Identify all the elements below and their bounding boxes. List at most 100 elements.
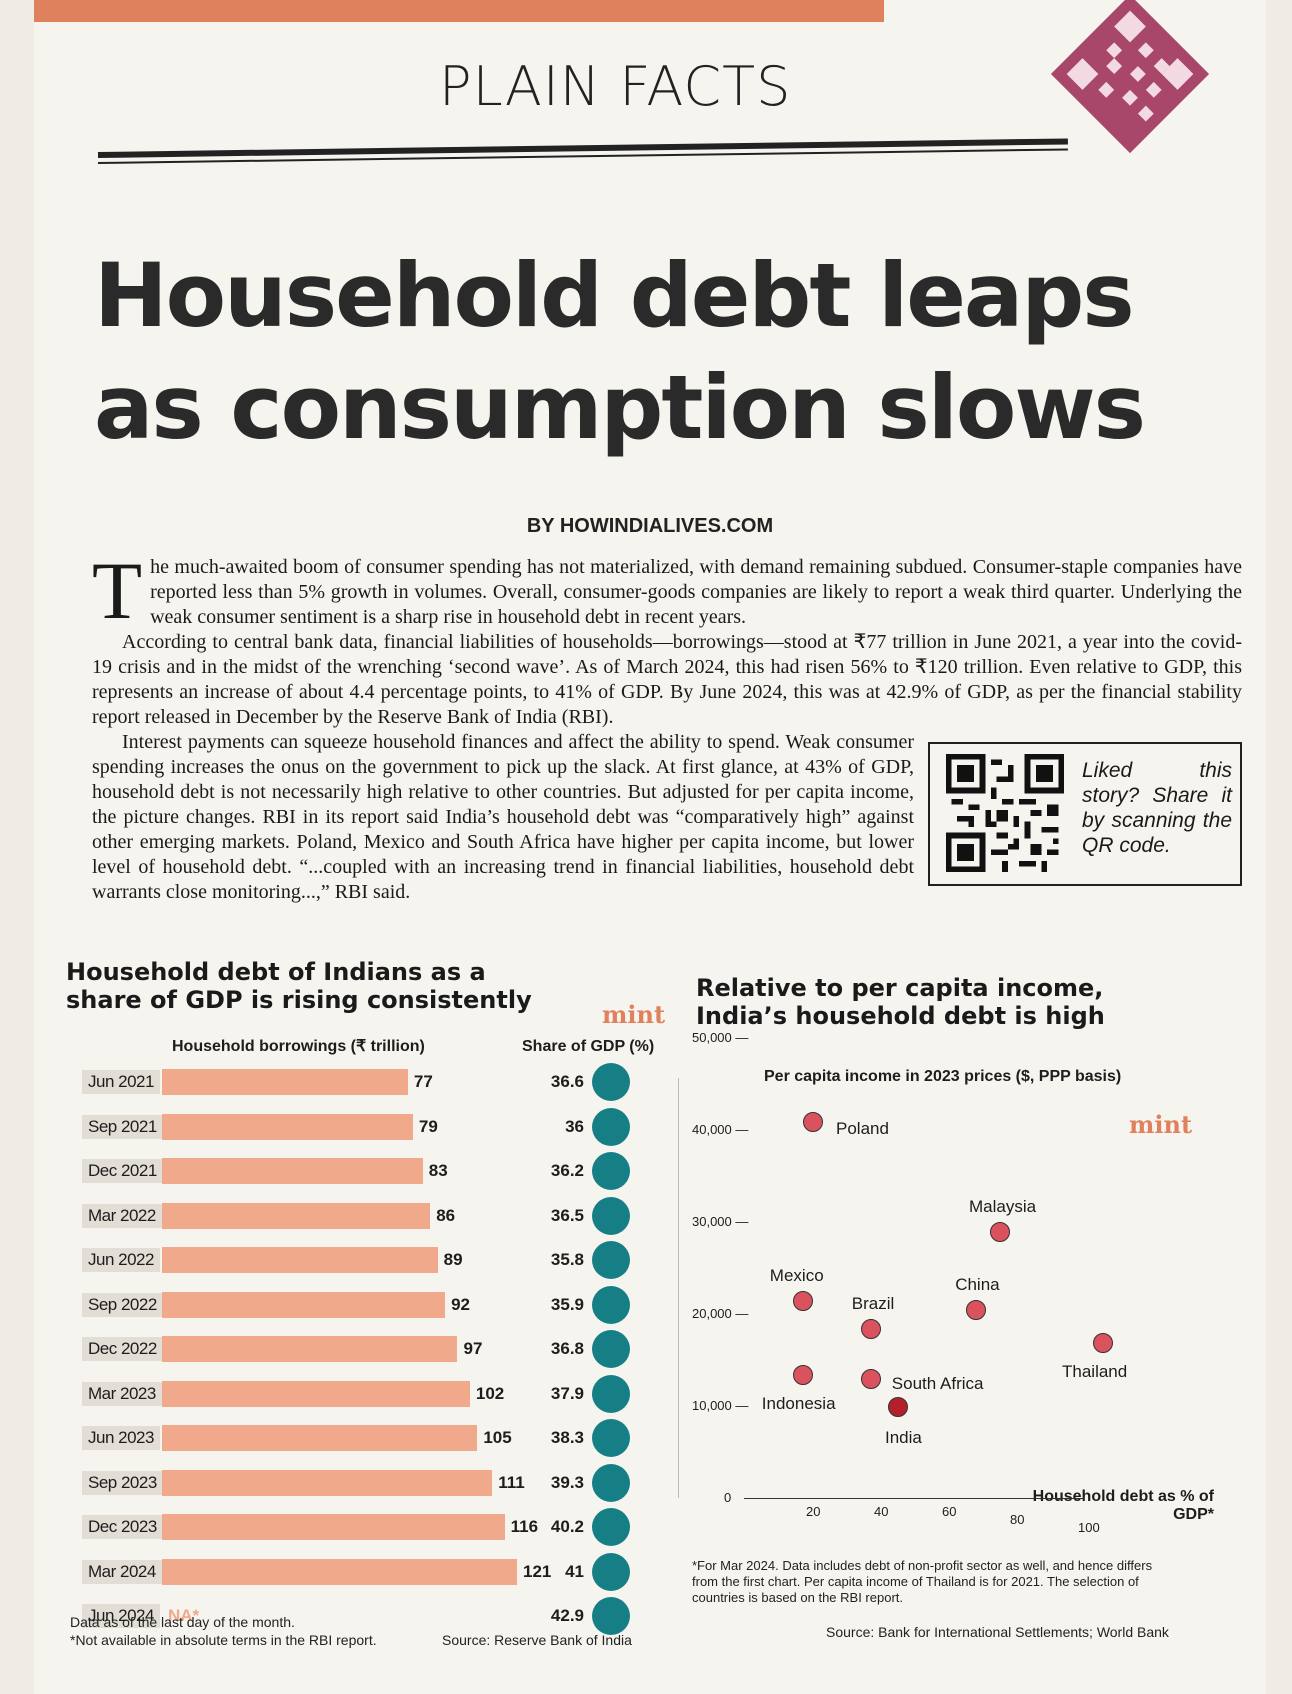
chart1-bar [162,1558,517,1585]
chart2-point-label: Thailand [1062,1361,1128,1381]
chart1-bar [162,1380,470,1407]
chart1-bar-value: 79 [418,1116,438,1136]
chart1-gdp-dot [592,1597,630,1635]
chart1-gdp-dot [592,1285,630,1324]
chart1-bar-value: 102 [475,1383,505,1403]
chart1-category-label: Mar 2022 [82,1203,162,1228]
chart2-x-tick: 100 [1078,1520,1100,1535]
chart2-point-thailand [1093,1332,1113,1353]
chart2-point-china [966,1300,987,1321]
chart1-bar-value: 92 [451,1294,471,1314]
chart2-point-label: India [885,1428,922,1447]
chart2-y-tick: 20,000 — [692,1306,749,1321]
chart2-footnote: *For Mar 2024. Data includes debt of non… [692,1558,1153,1605]
chart2-point-label: South Africa [891,1374,984,1394]
chart1-bar-value: 83 [428,1161,448,1180]
chart1-gdp-value: 36.6 [550,1072,584,1091]
top-color-band [34,0,884,22]
chart1-gdp-value: 38.3 [550,1428,584,1447]
chart2-x-tick: 60 [942,1504,957,1519]
chart2-y-tick: 10,000 — [692,1398,749,1413]
chart1-gdp-dot [592,1107,630,1146]
chart1-bar-value: 89 [443,1250,463,1269]
chart2-point-indonesia [792,1364,813,1385]
chart2-x-tick: 40 [874,1504,889,1519]
chart2-ylabel: Per capita income in 2023 prices ($, PPP… [764,1068,1122,1085]
chart1-category-label: Jun 2024 [82,1604,160,1628]
share-qr-box[interactable]: Liked this story? Share it by scanning t… [928,742,1242,886]
chart2-xlabel: Household debt as % of GDP* [1032,1488,1214,1523]
chart1-gdp-value: 37.9 [550,1383,584,1403]
chart1-bar-value: 111 [498,1472,525,1492]
chart2-point-malaysia [990,1222,1010,1243]
chart1-gdp-value: 40.2 [550,1517,584,1536]
headline: Household debt leaps as consumption slow… [94,240,1254,464]
byline: BY HOWINDIALIVES.COM [526,515,774,537]
chart2-y-tick: 0 [724,1490,732,1505]
chart2-point-label: China [955,1275,1000,1295]
chart1-bar-value: 121 [523,1561,552,1581]
chart2-y-tick: 50,000 — [692,1030,749,1045]
chart1-category-label: Dec 2023 [82,1515,163,1539]
headline-line-2: as consumption slows [94,356,1146,459]
chart2-point-south-africa [860,1369,881,1390]
chart2-point-label: Malaysia [969,1197,1037,1217]
headline-line-1: Household debt leaps [94,244,1135,347]
chart2-y-tick: 30,000 — [692,1214,749,1229]
chart1-bar [162,1291,446,1318]
chart1-bar [162,1336,458,1362]
chart-per-capita-scatter: Relative to per capita income, India’s h… [678,968,1264,1658]
chart2-source: Source: Bank for International Settlemen… [826,1624,1169,1640]
chart2-y-axis [678,1078,679,1498]
chart1-gdp-dot [592,1241,630,1279]
chart1-category-label: Dec 2022 [82,1337,163,1361]
paragraph-2: According to central bank data, financia… [92,631,1242,728]
chart1-category-label: Jun 2023 [82,1426,160,1450]
qr-code-icon[interactable] [946,754,1064,872]
chart2-brand: mint [1129,1110,1193,1139]
chart2-point-label: Indonesia [761,1393,836,1413]
chart1-bar-value: NA* [168,1606,200,1625]
chart1-gdp-value: 35.9 [550,1294,584,1314]
chart2-point-label: Mexico [769,1266,824,1286]
chart2-x-tick: 20 [806,1504,821,1519]
chart1-bar [162,1425,478,1451]
chart1-footnote-2: *Not available in absolute terms in the … [70,1632,377,1648]
chart1-gdp-value: 41 [565,1561,584,1581]
chart2-point-india [888,1397,908,1417]
qr-code-icon[interactable] [1050,0,1210,154]
chart1-category-label: Mar 2024 [82,1559,162,1584]
chart1-bar-value: 86 [436,1205,456,1225]
chart1-footnote-1: Data as of the last day of the month. [70,1614,295,1630]
chart1-bar [162,1247,438,1273]
chart1-gdp-value: 39.3 [550,1472,584,1492]
chart1-bar-value: 116 [510,1517,539,1536]
chart1-category-label: Jun 2022 [82,1248,160,1272]
chart2-point-brazil [860,1318,881,1339]
chart2-x-tick: 80 [1010,1512,1025,1527]
chart1-bar [162,1069,408,1095]
chart1-bar [162,1113,413,1140]
chart1-gdp-dot [592,1374,630,1413]
chart1-bar-value: 97 [463,1339,483,1358]
drop-cap: T [92,545,143,636]
chart1-bar-header: Household borrowings (₹ trillion) [172,1038,425,1055]
paragraph-3: Interest payments can squeeze household … [92,731,914,903]
chart-household-debt: Household debt of Indians as a share of … [62,958,666,1658]
chart1-gdp-dot [592,1063,630,1101]
chart1-title: Household debt of Indians as a share of … [66,958,532,1014]
chart2-point-mexico [792,1291,813,1312]
chart2-title: Relative to per capita income, India’s h… [696,974,1105,1030]
qr-share-text: Liked this story? Share it by scanning t… [1082,759,1232,857]
chart1-brand: mint [602,1000,666,1029]
chart1-gdp-dot [592,1508,630,1546]
chart1-gdp-dot [592,1552,630,1591]
chart1-category-label: Sep 2023 [82,1470,163,1495]
chart1-bar [162,1514,505,1540]
chart1-bar-value: 77 [413,1072,433,1091]
chart2-point-label: Brazil [851,1293,895,1313]
chart1-bar [162,1469,493,1496]
chart1-source: Source: Reserve Bank of India [442,1632,632,1648]
newspaper-page: PLAIN FACTS Household debt leaps as cons… [34,0,1266,1694]
